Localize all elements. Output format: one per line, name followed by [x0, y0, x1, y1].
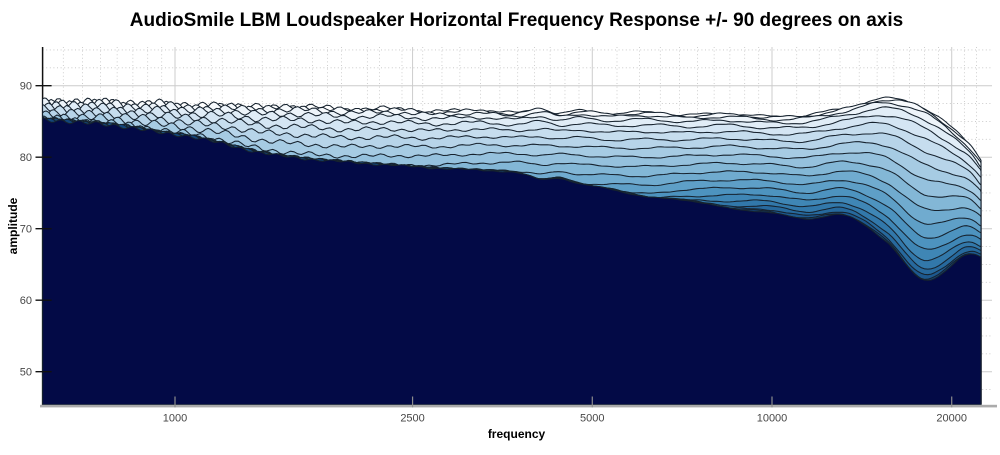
- x-tick-label-2500: 2500: [400, 413, 424, 425]
- x-tick-label-20000: 20000: [936, 413, 967, 425]
- y-tick-label-90: 90: [20, 81, 32, 93]
- y-tick-label-80: 80: [20, 152, 32, 164]
- x-axis-line: [40, 404, 997, 408]
- y-tick-label-60: 60: [20, 295, 32, 307]
- x-tick-label-1000: 1000: [163, 413, 187, 425]
- x-axis-title: frequency: [487, 427, 546, 441]
- chart-title: AudioSmile LBM Loudspeaker Horizontal Fr…: [129, 10, 904, 31]
- x-tick-label-5000: 5000: [580, 413, 604, 425]
- x-tick-label-10000: 10000: [757, 413, 788, 425]
- area-series-±90°: [42, 117, 982, 406]
- y-tick-label-70: 70: [20, 224, 32, 236]
- y-tick-label-50: 50: [20, 367, 32, 379]
- y-axis-title: amplitude: [6, 197, 20, 255]
